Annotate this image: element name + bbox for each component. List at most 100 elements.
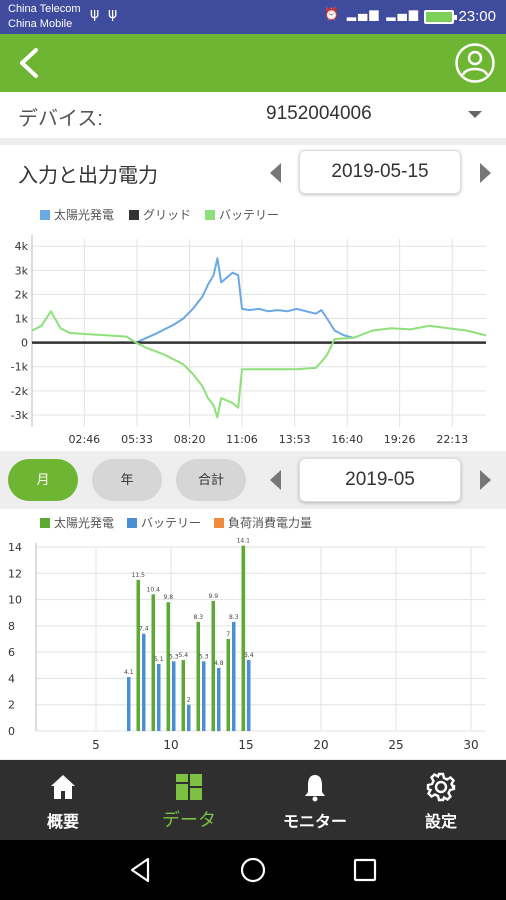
battery-icon — [424, 10, 457, 24]
legend-label: バッテリー — [141, 516, 201, 530]
data-label: 2 — [187, 697, 191, 704]
x-tick-label: 15 — [238, 738, 253, 752]
bar-battery — [187, 704, 191, 731]
data-label: 8.3 — [229, 614, 239, 621]
system-recent-icon[interactable] — [350, 855, 380, 885]
app-bar — [0, 34, 506, 92]
data-label: 4.8 — [214, 660, 224, 667]
x-tick-label: 02:46 — [68, 433, 100, 446]
y-tick-label: 2 — [8, 699, 15, 712]
legend-label: グリッド — [143, 208, 191, 222]
period-year-button[interactable]: 年 — [92, 459, 162, 501]
previous-month-icon[interactable] — [270, 470, 281, 490]
y-tick-label: -2k — [11, 385, 29, 398]
y-tick-label: 2k — [15, 288, 29, 301]
data-label: 5.3 — [199, 653, 209, 660]
usb-icon: ψ — [108, 6, 118, 22]
x-tick-label: 16:40 — [331, 433, 363, 446]
power-line-chart: 太陽光発電 グリッド バッテリー 4k 3k 2k 1k 0 -1k -2k -3k 02:46 05:… — [0, 201, 506, 451]
energy-bar-chart-svg: 太陽光発電 バッテリー 負荷消費電力量 0 2 4 6 8 10 12 14 5 10 15 20 25 30 4… — [8, 515, 486, 752]
bar-battery — [202, 661, 206, 731]
x-tick-label: 20 — [313, 738, 328, 752]
bar-solar — [166, 602, 170, 731]
previous-day-icon[interactable] — [270, 163, 281, 183]
data-label: 8.3 — [193, 614, 203, 621]
period-total-button[interactable]: 合計 — [176, 459, 246, 501]
data-label: 9.8 — [163, 594, 173, 601]
data-label: 5.4 — [178, 652, 188, 659]
bar-battery — [247, 660, 251, 731]
bar-battery — [157, 663, 161, 731]
data-label: 10.4 — [147, 586, 161, 593]
nav-monitor[interactable]: モニター — [252, 760, 378, 840]
data-label: 5.3 — [169, 653, 179, 660]
y-tick-label: 8 — [8, 620, 15, 633]
power-section-title: 入力と出力電力 — [18, 165, 158, 187]
bar-battery — [127, 677, 131, 731]
month-date-picker[interactable]: 2019-05 — [299, 458, 461, 502]
x-tick-label: 5 — [92, 738, 100, 752]
x-tick-label: 19:26 — [384, 433, 416, 446]
x-tick-label: 25 — [388, 738, 403, 752]
data-label: 4.1 — [124, 669, 134, 676]
x-tick-label: 22:13 — [436, 433, 468, 446]
legend-label: 負荷消費電力量 — [228, 515, 312, 530]
y-tick-label: 0 — [21, 337, 28, 350]
device-selector[interactable]: デバイス: 9152004006 — [0, 92, 506, 138]
nav-overview-label: 概要 — [46, 812, 79, 831]
bar-solar — [241, 545, 245, 731]
series-line-battery — [31, 310, 487, 419]
y-tick-label: 6 — [8, 646, 15, 659]
bar-solar — [211, 600, 215, 731]
legend-swatch — [214, 518, 224, 528]
bar-battery — [142, 633, 146, 731]
data-label: 14.1 — [237, 538, 251, 545]
y-tick-label: 0 — [8, 725, 15, 738]
nav-settings[interactable]: 設定 — [378, 760, 504, 840]
x-tick-label: 08:20 — [174, 433, 206, 446]
bar-solar — [196, 621, 200, 731]
next-day-icon[interactable] — [480, 163, 491, 183]
nav-overview[interactable]: 概要 — [0, 760, 126, 840]
system-home-icon[interactable] — [238, 855, 268, 885]
legend-swatch — [40, 518, 50, 528]
legend-swatch — [129, 210, 139, 220]
period-selector-row: 月 年 合計 2019-05 — [0, 451, 506, 509]
data-label: 5.1 — [154, 656, 164, 663]
next-month-icon[interactable] — [480, 470, 491, 490]
legend-swatch — [40, 210, 50, 220]
system-back-icon[interactable] — [126, 855, 156, 885]
y-tick-label: 12 — [8, 567, 22, 580]
carrier-2-text: China Mobile — [8, 18, 73, 30]
y-tick-label: 3k — [15, 264, 29, 277]
device-id-value[interactable]: 9152004006 — [266, 103, 372, 124]
legend-swatch — [127, 518, 137, 528]
nav-data[interactable]: データ — [126, 760, 252, 840]
x-tick-label: 10 — [163, 738, 178, 752]
legend-label: 太陽光発電 — [54, 515, 114, 530]
y-tick-label: -3k — [11, 409, 29, 422]
back-arrow-icon[interactable] — [14, 44, 50, 82]
system-navigation-bar — [0, 840, 506, 900]
dropdown-caret-icon[interactable] — [468, 111, 482, 118]
y-tick-label: 1k — [15, 313, 29, 326]
bottom-navigation: 概要 データ モニター 設定 — [0, 760, 506, 840]
bar-battery — [232, 621, 236, 731]
nav-data-label: データ — [162, 810, 216, 831]
data-label: 9.9 — [208, 593, 218, 600]
user-profile-icon[interactable] — [454, 42, 496, 84]
carrier-1-text: China Telecom — [8, 3, 81, 15]
period-month-button[interactable]: 月 — [8, 459, 78, 501]
data-label: 5.4 — [244, 652, 254, 659]
bar-solar — [226, 639, 230, 731]
power-date-row: 入力と出力電力 2019-05-15 — [0, 145, 506, 201]
day-date-picker[interactable]: 2019-05-15 — [299, 150, 461, 194]
x-tick-label: 05:33 — [121, 433, 153, 446]
data-label: 7.4 — [139, 626, 149, 633]
bar-solar — [151, 594, 155, 731]
home-icon — [51, 775, 75, 799]
bar-solar — [136, 579, 140, 731]
nav-monitor-label: モニター — [282, 812, 347, 831]
status-bar: China Telecom China Mobile ψ ψ ⏰ ▂▄▆ ▂▄▆… — [0, 0, 506, 34]
nav-settings-label: 設定 — [424, 812, 457, 831]
